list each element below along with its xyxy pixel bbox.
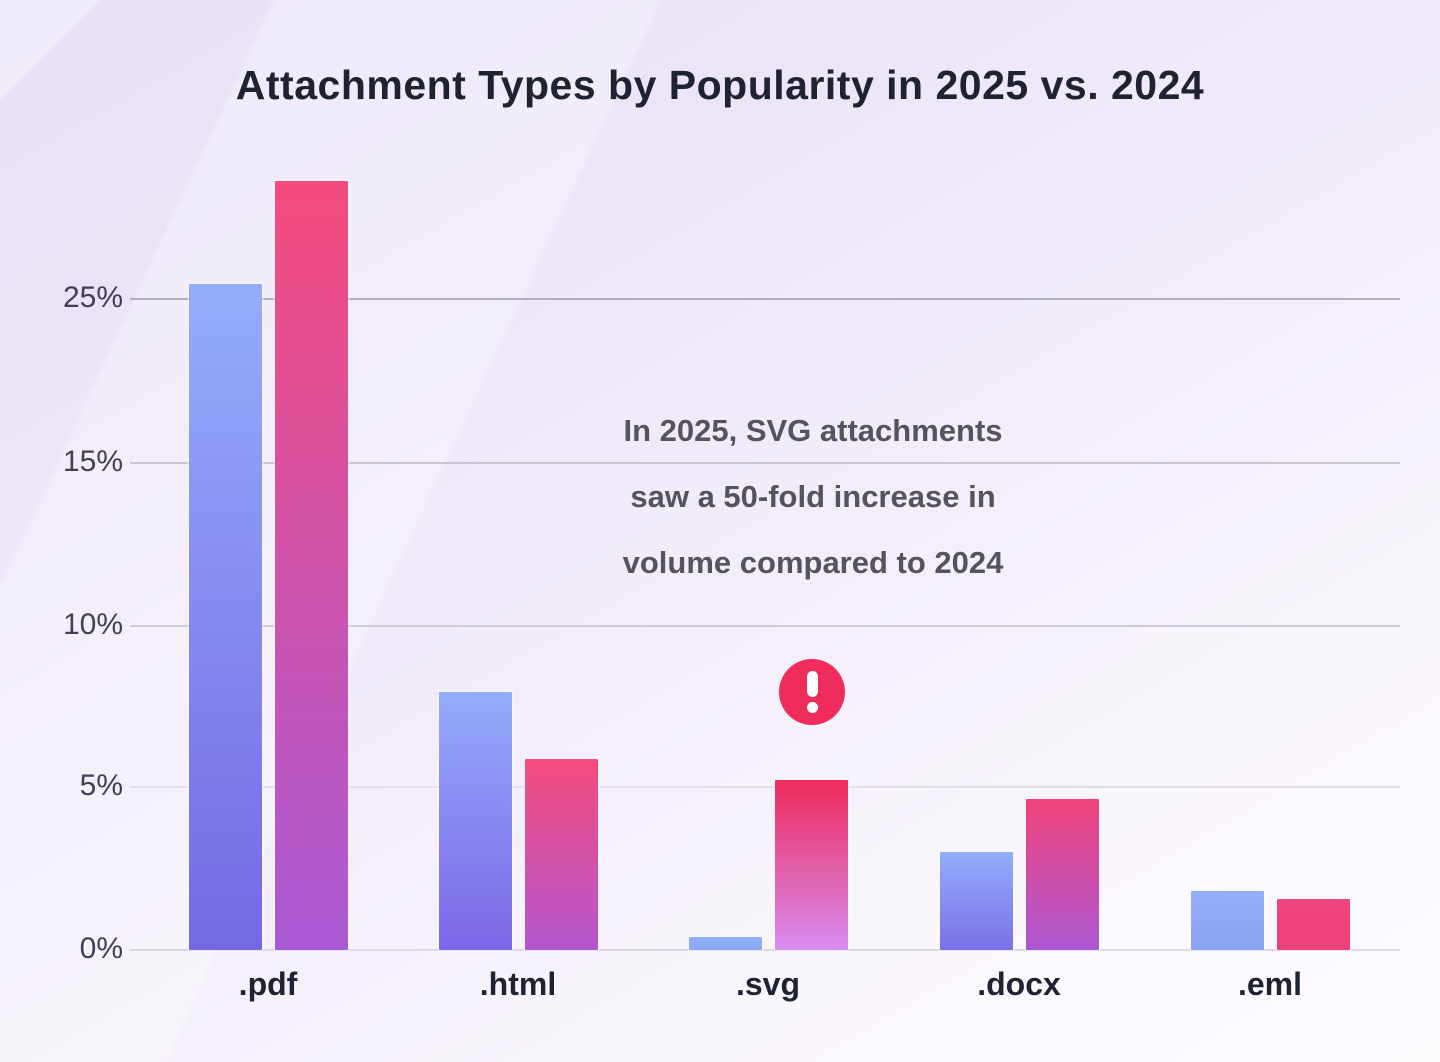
y-axis-tick-label: 10% xyxy=(62,608,123,641)
y-axis-tick-label: 25% xyxy=(62,281,123,314)
bar-2025-html xyxy=(524,759,598,950)
bar-2024-pdf xyxy=(188,284,262,950)
y-axis-tick-label: 0% xyxy=(79,932,123,965)
annotation-line-2: saw a 50-fold increase in xyxy=(630,479,996,514)
x-axis-category-label: .html xyxy=(479,966,557,1002)
alert-exclamation-icon xyxy=(779,659,845,725)
chart-title: Attachment Types by Popularity in 2025 v… xyxy=(235,62,1205,108)
bar-2025-svg xyxy=(774,780,848,950)
x-axis-category-label: .svg xyxy=(735,966,801,1002)
exclamation-bar xyxy=(806,671,818,697)
bar-2024-docx xyxy=(939,852,1013,950)
bar-2024-html xyxy=(438,692,512,950)
exclamation-dot xyxy=(806,702,818,713)
annotation-line-3: volume compared to 2024 xyxy=(622,545,1004,580)
y-axis-tick-label: 5% xyxy=(79,769,123,802)
gridline-0% xyxy=(130,949,1400,951)
bar-2025-eml xyxy=(1276,899,1350,950)
bar-2024-eml xyxy=(1190,891,1264,950)
annotation-line-1: In 2025, SVG attachments xyxy=(623,413,1003,448)
gridline-10% xyxy=(130,625,1400,627)
y-axis-tick-label: 15% xyxy=(62,445,123,478)
bar-2024-svg xyxy=(688,937,762,950)
gridline-15% xyxy=(130,462,1400,464)
bar-2025-pdf xyxy=(274,181,348,950)
x-axis-category-label: .eml xyxy=(1237,966,1303,1002)
annotation-callout: In 2025, SVG attachments saw a 50-fold i… xyxy=(513,398,1113,596)
x-axis-category-label: .docx xyxy=(977,966,1061,1002)
x-axis-category-label: .pdf xyxy=(238,966,298,1002)
gridline-5% xyxy=(130,786,1400,788)
gridline-25% xyxy=(130,298,1400,300)
bar-2025-docx xyxy=(1025,799,1099,950)
